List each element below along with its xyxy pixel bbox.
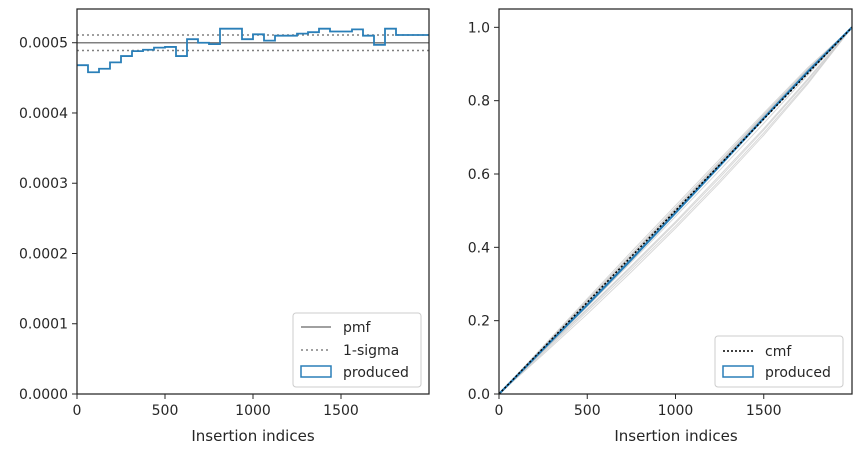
background-curve [498, 27, 853, 395]
left-x-tick-label: 1000 [235, 403, 271, 419]
legend-produced-label: produced [343, 365, 409, 381]
background-curve [498, 27, 853, 395]
produced-cumulative-line [498, 26, 853, 395]
left-y-tick-label: 0.0002 [19, 246, 68, 262]
left-x-tick-label: 1500 [323, 403, 359, 419]
right-x-tick-label: 500 [574, 403, 601, 419]
produced-histogram-step [77, 27, 429, 74]
right-y-tick-label: 0.6 [468, 167, 490, 183]
left-axes: 0 500 1000 1500 0.0000 0.0001 0.0002 0.0003 0.00… [19, 8, 430, 419]
left-legend-box [292, 312, 422, 388]
legend-pmf-label: pmf [343, 320, 372, 336]
left-y-tick-label: 0.0005 [19, 36, 68, 52]
left-x-tick-label: 500 [152, 403, 179, 419]
background-curve [498, 26, 853, 395]
legend-produced-swatch [300, 365, 332, 378]
left-y-tick-label: 0.0001 [19, 317, 68, 333]
right-y-tick-label: 0.2 [468, 314, 490, 330]
left-plot-area [77, 27, 429, 74]
right-y-tick-label: 1.0 [468, 20, 490, 36]
right-plot-area [498, 26, 853, 395]
left-y-tick-label: 0.0000 [19, 387, 68, 403]
right-chart-panel: 0 500 1000 1500 0.0 0.2 0.4 0.6 0.8 1.0 Insertion… [468, 8, 853, 445]
right-x-tick-label: 1500 [746, 403, 782, 419]
cmf-line [498, 26, 853, 395]
background-curve [498, 27, 853, 395]
right-y-tick-label: 0.4 [468, 240, 490, 256]
right-x-tick-label: 1000 [658, 403, 694, 419]
right-legend: cmf produced [714, 335, 844, 388]
left-x-axis-label: Insertion indices [191, 427, 314, 445]
right-axes: 0 500 1000 1500 0.0 0.2 0.4 0.6 0.8 1.0 [468, 8, 853, 419]
left-y-tick-label: 0.0003 [19, 176, 68, 192]
right-x-tick-label: 0 [495, 403, 504, 419]
right-y-tick-label: 0.8 [468, 94, 490, 110]
legend-produced-label: produced [765, 365, 831, 381]
legend-cmf-label: cmf [765, 344, 792, 360]
right-y-tick-label: 0.0 [468, 387, 490, 403]
legend-sigma-label: 1-sigma [343, 343, 399, 359]
left-legend: pmf 1-sigma produced [292, 312, 422, 388]
legend-produced-swatch [722, 365, 754, 378]
left-chart-panel: 0 500 1000 1500 0.0000 0.0001 0.0002 0.0003 0.00… [19, 8, 430, 445]
left-x-tick-label: 0 [73, 403, 82, 419]
right-x-axis-label: Insertion indices [614, 427, 737, 445]
left-y-tick-label: 0.0004 [19, 106, 68, 122]
right-legend-box [714, 335, 844, 388]
background-curve [498, 26, 853, 395]
background-curve [498, 27, 853, 395]
